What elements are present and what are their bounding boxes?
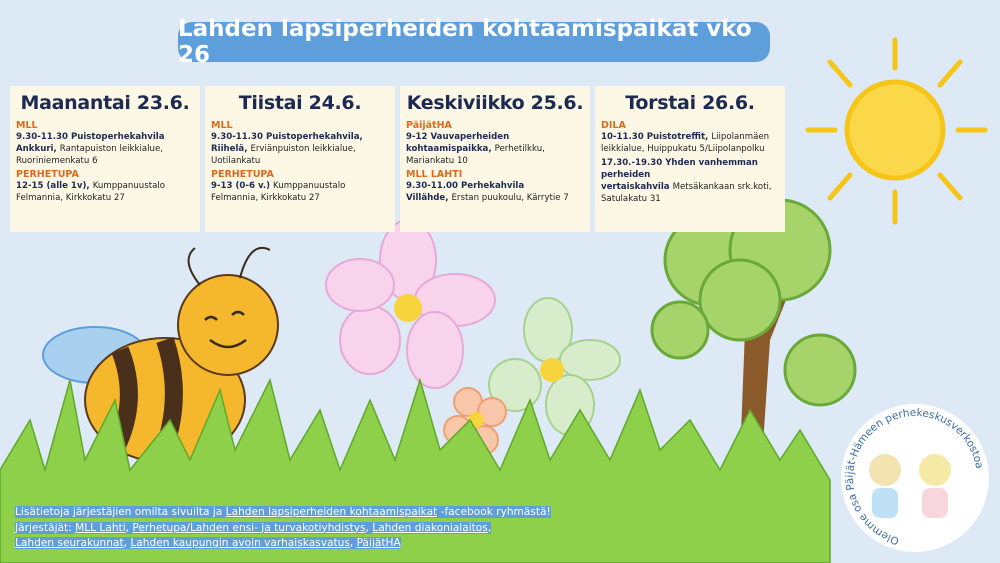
event-place: Rantapuiston leikkialue, Ruoriniemenkatu…	[16, 144, 164, 166]
link[interactable]: Lahden diakonialaitos	[372, 521, 488, 534]
day-card: Torstai 26.6. DILA 10-11.30 Puistotreffit,…	[595, 86, 785, 232]
footer-text: ,	[125, 521, 133, 534]
organizer: MLL	[16, 120, 38, 131]
sun	[805, 37, 988, 225]
event-place: Kumppanuustalo Felmannia, Kirkkokatu 27	[16, 181, 166, 203]
footer: Lisätietoja järjestäjien omilta sivuilta…	[15, 505, 551, 552]
link[interactable]: Lahden seurakunnat	[15, 537, 124, 549]
footer-highlight: Lahden seurakunnat, Lahden kaupungin avo…	[15, 537, 401, 549]
organizer: PäijätHA	[406, 120, 452, 131]
event: 12-15 (alle 1v), Kumppanuustalo Felmannia…	[16, 180, 194, 204]
organizer: PERHETUPA	[16, 169, 79, 180]
event-title: 9-13 (0-6 v.)	[211, 181, 271, 191]
event-place: Erviänpuiston leikkialue, Uotilankatu	[211, 144, 356, 166]
link[interactable]: MLL Lahti	[75, 521, 126, 534]
title: Lahden lapsiperheiden kohtaamispaikat vk…	[178, 16, 770, 68]
event-place: Erstan puukoulu, Kärrytie 7	[451, 193, 569, 203]
event: 9-12 Vauvaperheiden kohtaamispaikka, Perh…	[406, 131, 584, 167]
day-heading: Maanantai 23.6.	[20, 92, 190, 114]
footer-highlight: Järjestäjät: MLL Lahti, Perhetupa/Lahden…	[15, 521, 492, 534]
tree	[650, 198, 857, 460]
event: 9.30-11.30 Puistoperhekahvila, Riihelä, E…	[211, 131, 389, 167]
organizer: DILA	[601, 120, 626, 131]
footer-text: ,	[365, 521, 373, 534]
footer-text: ,	[123, 537, 131, 549]
footer-text: ,	[349, 537, 357, 549]
footer-text: ,	[487, 521, 492, 534]
event-place: Perhetilkku, Mariankatu 10	[406, 144, 545, 166]
day-card: Maanantai 23.6. MLL 9.30-11.30 Puistoperhe…	[10, 86, 200, 232]
footer-line: Järjestäjät: MLL Lahti, Perhetupa/Lahden…	[15, 521, 551, 537]
link[interactable]: PäijätHA	[356, 537, 401, 549]
day-heading: Tiistai 24.6.	[238, 92, 362, 114]
organizer: MLL	[211, 120, 233, 131]
event-place: Metsäkankaan srk.koti, Satulakatu 31	[601, 182, 772, 204]
event-place: Kumppanuustalo Felmannia, Kirkkokatu 27	[211, 181, 346, 203]
day-heading: Keskiviikko 25.6.	[406, 92, 584, 114]
event-title: 9.30-11.30 Puistoperhekahvila Ankkuri,	[16, 132, 165, 154]
event: 10-11.30 Puistotreffit, Liipolanmäen leik…	[601, 131, 779, 155]
footer-line: Lahden seurakunnat, Lahden kaupungin avo…	[15, 536, 551, 552]
footer-highlight: Lisätietoja järjestäjien omilta sivuilta…	[15, 506, 551, 518]
footer-line: Lisätietoja järjestäjien omilta sivuilta…	[15, 505, 551, 521]
day-card: Tiistai 24.6. MLL 9.30-11.30 Puistoperheka…	[205, 86, 395, 232]
event-title: 9-12 Vauvaperheiden kohtaamispaikka,	[406, 132, 510, 154]
logo: Olemme osa Päijät-Hämeen perhekeskusverk…	[841, 404, 989, 552]
footer-text: Lisätietoja järjestäjien omilta sivuilta…	[15, 506, 226, 518]
event: 17.30.-19.30 Yhden vanhemman perheiden v…	[601, 157, 779, 205]
event: 9.30-11.30 Puistoperhekahvila Ankkuri, Ra…	[16, 131, 194, 167]
event-place: Liipolanmäen leikkialue, Huippukatu 5/Li…	[601, 132, 770, 154]
link[interactable]: Lahden lapsiperheiden kohtaamispaikat	[225, 506, 438, 518]
footer-text: -facebook ryhmästä!	[437, 506, 551, 518]
footer-text: Järjestäjät:	[15, 521, 76, 534]
event-title: 12-15 (alle 1v),	[16, 181, 90, 191]
event: 9-13 (0-6 v.) Kumppanuustalo Felmannia, K…	[211, 180, 389, 204]
event-title: 9.30-11.30 Puistoperhekahvila, Riihelä,	[211, 132, 363, 154]
event-title: 17.30.-19.30 Yhden vanhemman perheiden v…	[601, 158, 758, 192]
event-title: 9.30-11.00 Perhekahvila Villähde,	[406, 181, 525, 203]
event: 9.30-11.00 Perhekahvila Villähde, Erstan …	[406, 180, 584, 204]
day-heading: Torstai 26.6.	[625, 92, 755, 114]
organizer: PERHETUPA	[211, 169, 274, 180]
link[interactable]: Lahden kaupungin avoin varhaiskasvatus	[130, 537, 350, 549]
event-title: 10-11.30 Puistotreffit,	[601, 132, 709, 142]
day-card: Keskiviikko 25.6. PäijätHA 9-12 Vauvaperhe…	[400, 86, 590, 232]
organizer: MLL LAHTI	[406, 169, 463, 180]
link[interactable]: Perhetupa/Lahden ensi- ja turvakotiyhdis…	[132, 521, 366, 534]
